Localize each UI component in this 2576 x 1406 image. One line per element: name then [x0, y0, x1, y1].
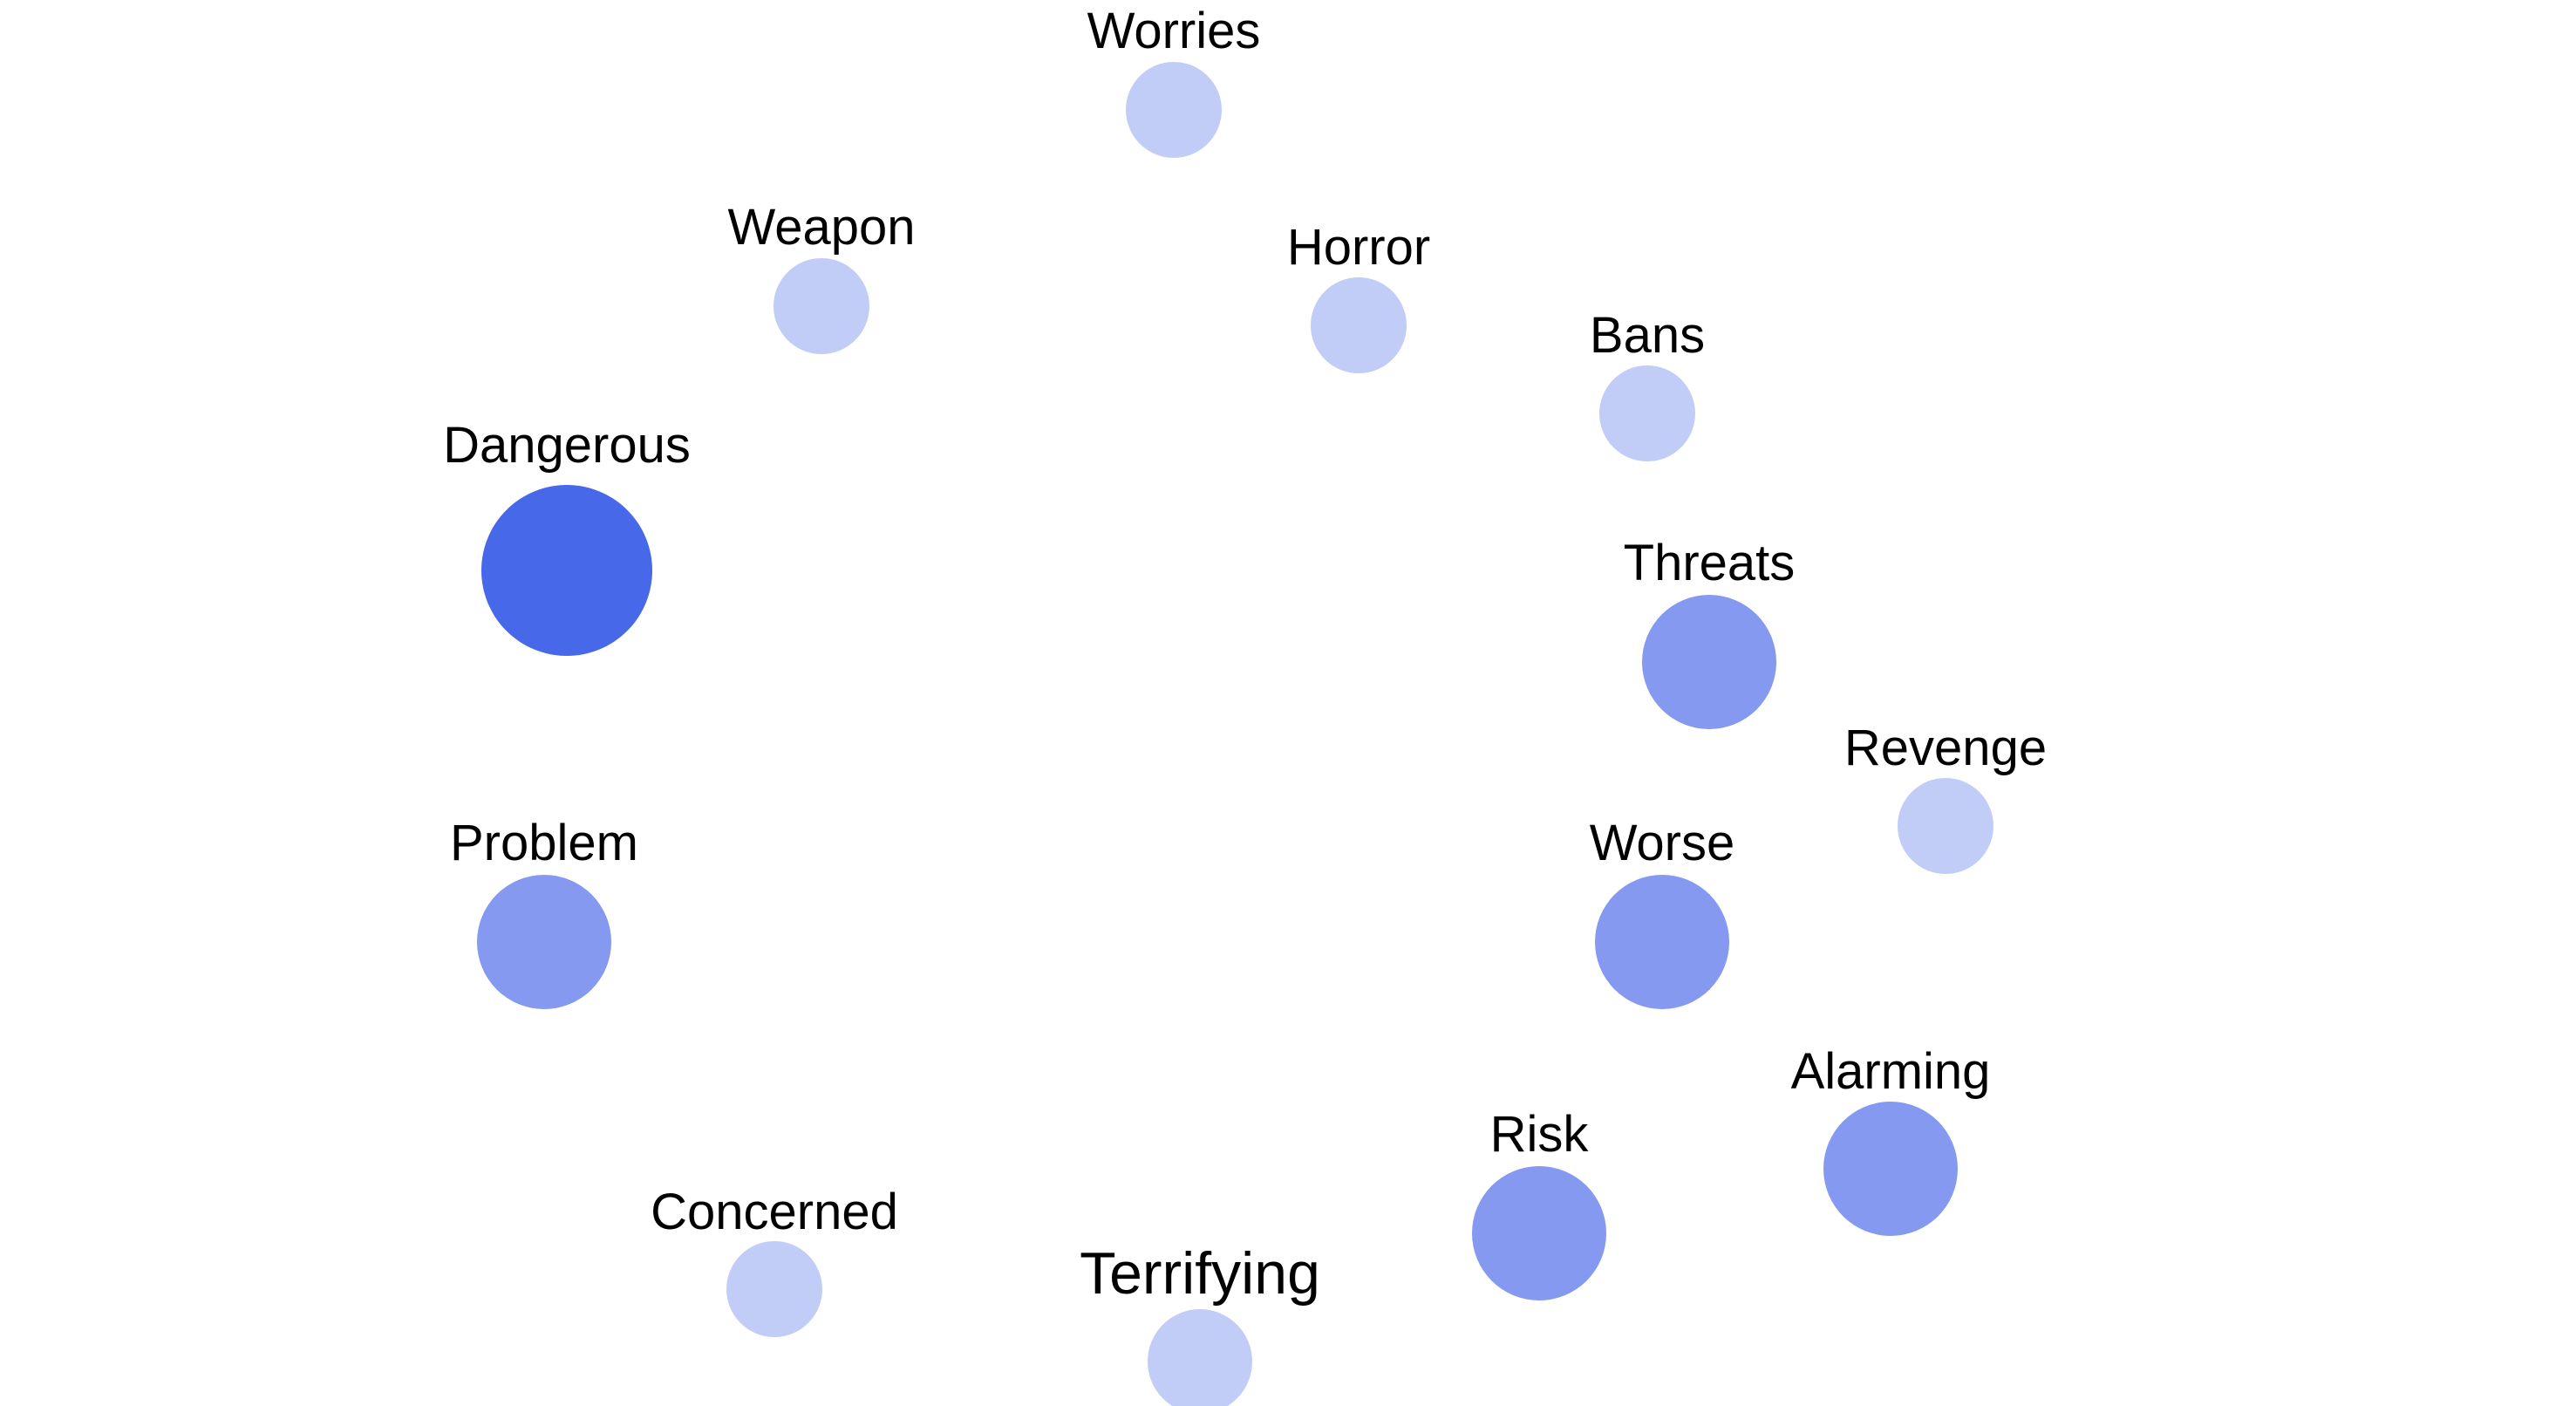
term-worries: Worries	[1087, 3, 1261, 158]
term-bubble-threats	[1642, 595, 1776, 729]
term-bubble-terrifying	[1148, 1309, 1252, 1406]
term-bubble-alarming	[1823, 1102, 1958, 1236]
term-horror: Horror	[1287, 219, 1430, 373]
term-bubble-revenge	[1898, 778, 1993, 874]
term-revenge: Revenge	[1844, 720, 2047, 874]
term-bubble-horror	[1311, 277, 1407, 373]
term-bubble-bans	[1599, 365, 1695, 461]
term-problem: Problem	[450, 815, 638, 1009]
term-label-worse: Worse	[1590, 815, 1735, 871]
term-bans: Bans	[1590, 307, 1705, 461]
term-label-revenge: Revenge	[1844, 720, 2047, 776]
term-label-worries: Worries	[1087, 3, 1261, 59]
term-label-bans: Bans	[1590, 307, 1705, 364]
term-bubble-worries	[1126, 62, 1222, 158]
term-label-dangerous: Dangerous	[443, 417, 691, 474]
term-label-problem: Problem	[450, 815, 638, 871]
term-label-risk: Risk	[1490, 1106, 1590, 1163]
term-label-concerned: Concerned	[651, 1184, 898, 1240]
term-concerned: Concerned	[651, 1184, 898, 1337]
term-dangerous: Dangerous	[443, 417, 691, 656]
term-bubble-concerned	[726, 1241, 822, 1337]
term-label-terrifying: Terrifying	[1080, 1240, 1320, 1307]
term-label-alarming: Alarming	[1791, 1043, 1991, 1100]
term-alarming: Alarming	[1791, 1043, 1991, 1236]
term-bubble-worse	[1595, 875, 1729, 1009]
term-bubble-risk	[1472, 1166, 1606, 1300]
term-terrifying: Terrifying	[1080, 1240, 1320, 1406]
term-label-horror: Horror	[1287, 219, 1430, 276]
term-worse: Worse	[1590, 815, 1735, 1009]
term-threats: Threats	[1624, 535, 1796, 729]
term-bubble-weapon	[773, 258, 869, 354]
term-weapon: Weapon	[728, 199, 916, 354]
term-risk: Risk	[1472, 1106, 1606, 1300]
term-label-threats: Threats	[1624, 535, 1796, 591]
term-bubble-problem	[477, 875, 611, 1009]
term-bubble-dangerous	[481, 485, 652, 656]
term-label-weapon: Weapon	[728, 199, 916, 256]
